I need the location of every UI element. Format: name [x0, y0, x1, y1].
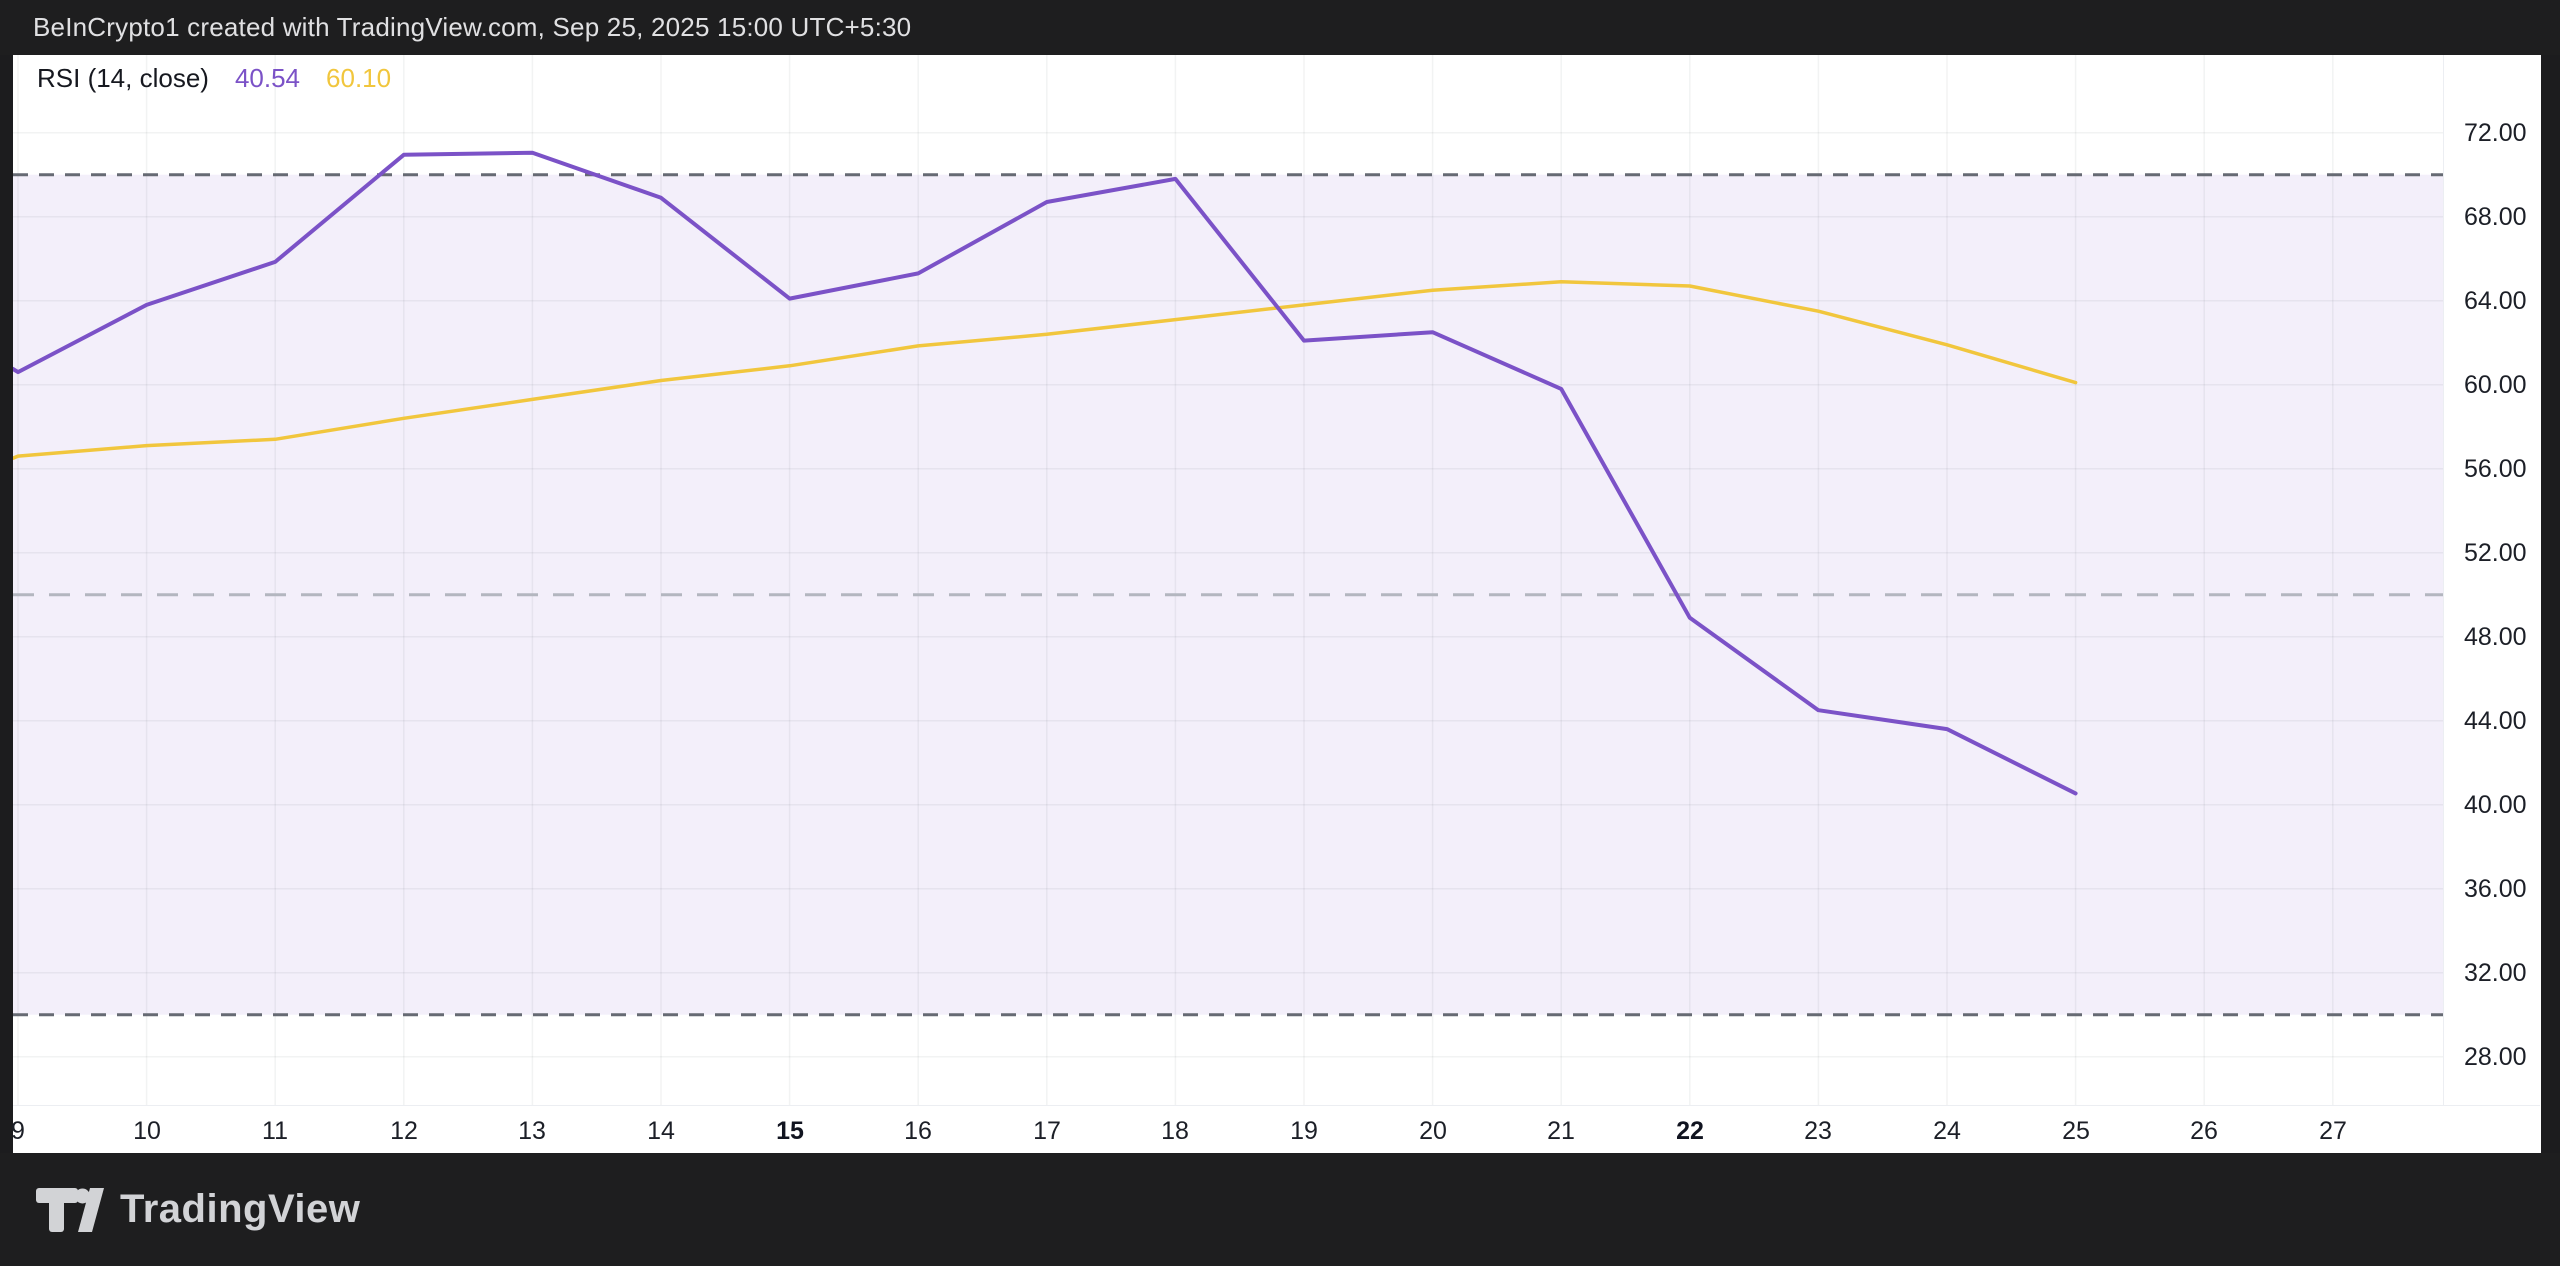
time-tick-label: 24: [1933, 1117, 1961, 1145]
chart-title-text: BeInCrypto1 created with TradingView.com…: [33, 12, 912, 42]
price-tick-label: 56.00: [2464, 455, 2527, 483]
time-tick-label: 26: [2190, 1117, 2218, 1145]
time-tick-label: 9: [11, 1117, 25, 1145]
time-tick-label: 13: [518, 1117, 546, 1145]
tradingview-logo[interactable]: TradingView: [36, 1186, 360, 1234]
time-tick-label: 17: [1033, 1117, 1061, 1145]
time-tick-label: 14: [647, 1117, 675, 1145]
ma-line: [13, 280, 2078, 460]
price-tick-label: 72.00: [2464, 119, 2527, 147]
price-tick-label: 44.00: [2464, 707, 2527, 735]
title-bar: BeInCrypto1 created with TradingView.com…: [0, 0, 2560, 55]
ma-value: 60.10: [326, 63, 392, 93]
tradingview-wordmark: TradingView: [120, 1187, 361, 1231]
time-tick-label: 27: [2319, 1117, 2347, 1145]
indicator-legend[interactable]: RSI (14, close) 40.54 60.10: [37, 63, 391, 94]
time-tick-label: 12: [390, 1117, 418, 1145]
price-scale[interactable]: 72.00 68.00 64.00 60.00 56.00 52.00 48.00 44.00…: [2443, 55, 2541, 1153]
rsi-chart-svg: [13, 55, 2443, 1105]
price-tick-label: 36.00: [2464, 875, 2527, 903]
rsi-chart-plot[interactable]: [13, 55, 2443, 1105]
indicator-name: RSI (14, close): [37, 63, 209, 93]
chart-panel: RSI (14, close) 40.54 60.10 72.00 68.00 64…: [11, 55, 2541, 1154]
time-tick-label: 10: [133, 1117, 161, 1145]
tradingview-logo-icon: [36, 1187, 104, 1232]
time-tick-label: 18: [1161, 1117, 1189, 1145]
price-tick-label: 48.00: [2464, 623, 2527, 651]
price-tick-label: 52.00: [2464, 539, 2527, 567]
price-tick-label: 68.00: [2464, 203, 2527, 231]
rsi-value: 40.54: [234, 63, 301, 93]
footer-bar: TradingView: [0, 1153, 2560, 1266]
time-tick-label: 20: [1419, 1117, 1447, 1145]
time-tick-label: 15: [776, 1117, 804, 1145]
time-axis[interactable]: 9 10 11 12 13 14 15 16 17 18 19 20 21 22 23 24 25 26 27: [11, 1105, 2540, 1154]
time-tick-label: 23: [1804, 1117, 1832, 1145]
price-tick-label: 40.00: [2464, 791, 2527, 819]
time-tick-label: 21: [1547, 1117, 1575, 1145]
time-tick-label: 16: [904, 1117, 932, 1145]
price-tick-label: 32.00: [2464, 959, 2527, 987]
time-tick-label: 11: [262, 1117, 288, 1145]
time-tick-label: 19: [1290, 1117, 1318, 1145]
time-tick-label: 22: [1676, 1117, 1704, 1145]
time-tick-label: 25: [2062, 1117, 2090, 1145]
rsi-line: [13, 150, 2078, 796]
price-tick-label: 64.00: [2464, 287, 2527, 315]
price-tick-label: 28.00: [2464, 1043, 2527, 1071]
price-tick-label: 60.00: [2464, 371, 2527, 399]
